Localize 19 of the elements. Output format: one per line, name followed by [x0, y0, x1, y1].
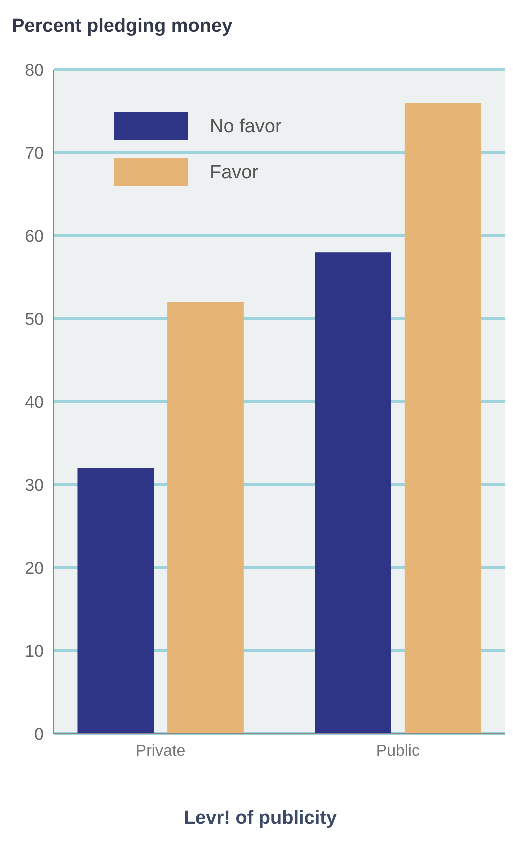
- y-tick-label: 60: [25, 226, 44, 246]
- legend-label: No favor: [210, 116, 282, 138]
- x-tick-label: Public: [376, 743, 420, 760]
- bar: [404, 103, 482, 734]
- y-tick-label: 10: [25, 642, 44, 661]
- y-tick-label: 40: [25, 392, 44, 412]
- x-axis-title: Levr! of publicity: [184, 808, 338, 829]
- x-tick-label: Private: [136, 743, 186, 760]
- y-tick-label: 70: [25, 144, 44, 163]
- y-tick-label: 0: [34, 724, 44, 744]
- bar: [168, 302, 244, 734]
- y-tick-label: 30: [25, 476, 44, 495]
- y-tick-label: 80: [25, 60, 44, 80]
- y-tick-label: 20: [25, 558, 44, 578]
- chart-title: Percent pledging money: [12, 16, 234, 37]
- bar: [315, 252, 392, 734]
- y-tick-label: 50: [25, 310, 44, 329]
- legend-label: Favor: [210, 162, 260, 184]
- bar: [78, 468, 154, 734]
